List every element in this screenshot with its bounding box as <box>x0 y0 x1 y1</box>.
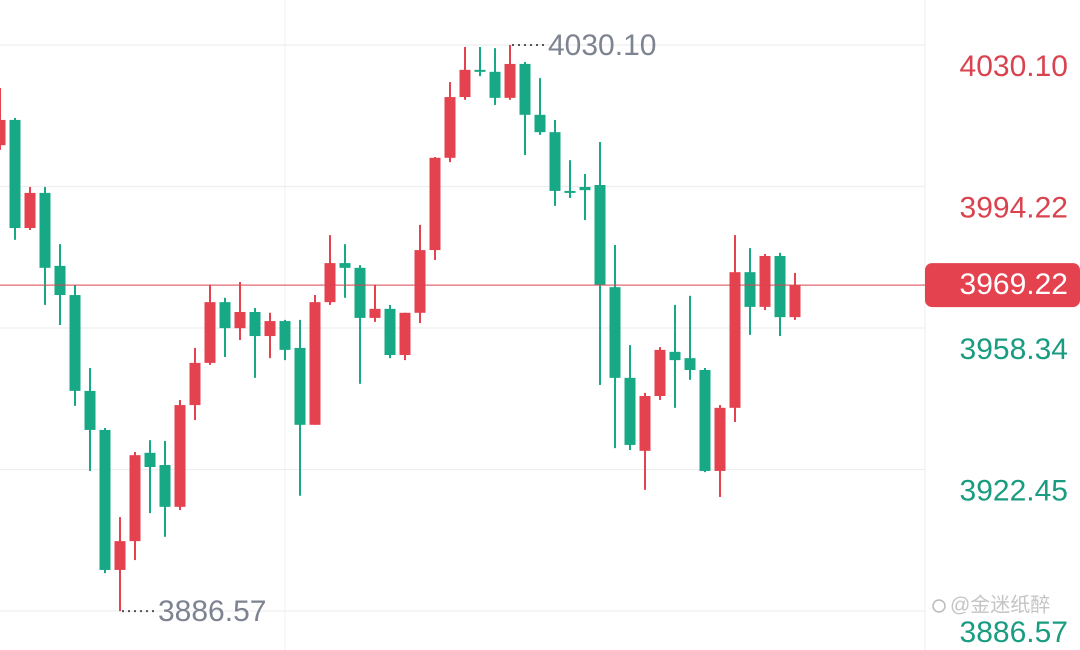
candle-body <box>579 186 591 191</box>
last-price-badge <box>925 263 1080 308</box>
candle-body <box>159 465 171 507</box>
candle-body <box>429 157 441 251</box>
y-tick-label: 3922.45 <box>960 474 1068 507</box>
candle-body <box>84 390 96 430</box>
candle-body <box>594 185 606 285</box>
candle-body <box>519 63 531 115</box>
candle-body <box>534 114 546 133</box>
candle-body <box>564 190 576 193</box>
candle-body <box>219 302 231 329</box>
candle-body <box>144 452 156 468</box>
candle-body <box>99 429 111 570</box>
last-price-label: 3969.22 <box>960 268 1068 301</box>
candle-body <box>489 71 501 98</box>
candle-body <box>759 256 771 307</box>
overlay: 4030.10 3994.22 3958.34 3922.45 3886.57 3969.… <box>0 29 1080 649</box>
candle-body <box>249 312 261 337</box>
grid <box>0 44 925 612</box>
candle-body <box>639 396 651 451</box>
candle-body <box>114 541 126 570</box>
y-tick-label: 3886.57 <box>960 616 1068 649</box>
candle-body <box>399 312 411 355</box>
candle-body <box>774 256 786 318</box>
candle-body <box>24 192 36 228</box>
candle-body <box>384 308 396 355</box>
candle-body <box>714 407 726 471</box>
candle-body <box>0 119 6 146</box>
candle-body <box>54 265 66 296</box>
candle-body <box>444 97 456 158</box>
candle-body <box>354 267 366 318</box>
candle-body <box>459 69 471 98</box>
candle-body <box>684 358 696 370</box>
candle-body <box>294 347 306 425</box>
candle-body <box>504 63 516 98</box>
candle-body <box>234 312 246 329</box>
candle-body <box>39 192 51 268</box>
candle-body <box>189 362 201 406</box>
candle-body <box>669 351 681 361</box>
candle-body <box>264 321 276 337</box>
y-tick-label: 3994.22 <box>960 191 1068 224</box>
candle-body <box>279 321 291 350</box>
candle-body <box>789 285 801 318</box>
y-tick-label: 3958.34 <box>960 333 1068 366</box>
candle-body <box>699 369 711 471</box>
candle-body <box>369 308 381 318</box>
candle-body <box>549 132 561 191</box>
candle-body <box>744 272 756 307</box>
candle-body <box>129 455 141 542</box>
candle-body <box>204 302 216 363</box>
candle-body <box>474 69 486 72</box>
candle-body <box>339 263 351 268</box>
annotation-label: 4030.10 <box>548 29 656 62</box>
candle-body <box>69 295 81 391</box>
y-tick-label: 4030.10 <box>960 50 1068 83</box>
candle-body <box>624 377 636 445</box>
watermark: @金迷纸醉 <box>932 593 1050 616</box>
candle-body <box>174 405 186 507</box>
watermark-text: @金迷纸醉 <box>950 593 1050 616</box>
candle-body <box>414 250 426 313</box>
candle-body <box>654 349 666 397</box>
candle-body <box>729 272 741 408</box>
watermark-icon <box>932 599 946 613</box>
candles <box>0 45 801 612</box>
candle-body <box>9 119 21 228</box>
candle-body <box>309 302 321 425</box>
annotation-label: 3886.57 <box>158 595 266 628</box>
candle-body <box>609 287 621 378</box>
candle-body <box>324 263 336 303</box>
